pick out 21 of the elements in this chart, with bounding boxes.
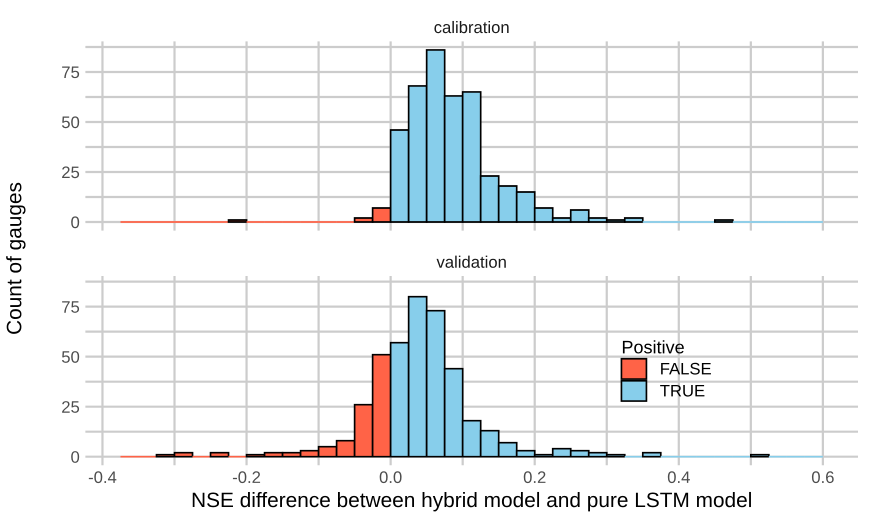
chart-title: calibration xyxy=(434,20,509,34)
y-tick-label: 0 xyxy=(71,451,80,463)
x-tick-label: 0.0 xyxy=(380,471,402,484)
x-tick-label: 0.6 xyxy=(812,471,834,484)
x-tick-label: -0.2 xyxy=(232,471,260,484)
y-tick-label: 75 xyxy=(62,66,80,78)
y-tick-label: 0 xyxy=(71,216,80,228)
y-tick-label: 75 xyxy=(62,301,80,313)
legend-label: TRUE xyxy=(660,384,704,397)
chart-title: validation xyxy=(436,256,506,268)
legend-label: FALSE xyxy=(661,362,711,375)
legend-title: Positive xyxy=(622,340,684,354)
x-tick-label: -0.4 xyxy=(88,471,116,484)
x-tick-label: 0.4 xyxy=(668,471,690,484)
y-tick-label: 50 xyxy=(62,351,80,363)
x-tick-label: 0.2 xyxy=(524,471,546,484)
y-tick-label: 25 xyxy=(62,401,80,413)
y-axis-title: Count of gauges xyxy=(6,182,26,334)
y-tick-label: 50 xyxy=(62,116,80,128)
y-tick-label: 25 xyxy=(62,166,80,178)
x-axis-title: NSE difference between hybrid model and pure LSTM model xyxy=(192,492,751,512)
